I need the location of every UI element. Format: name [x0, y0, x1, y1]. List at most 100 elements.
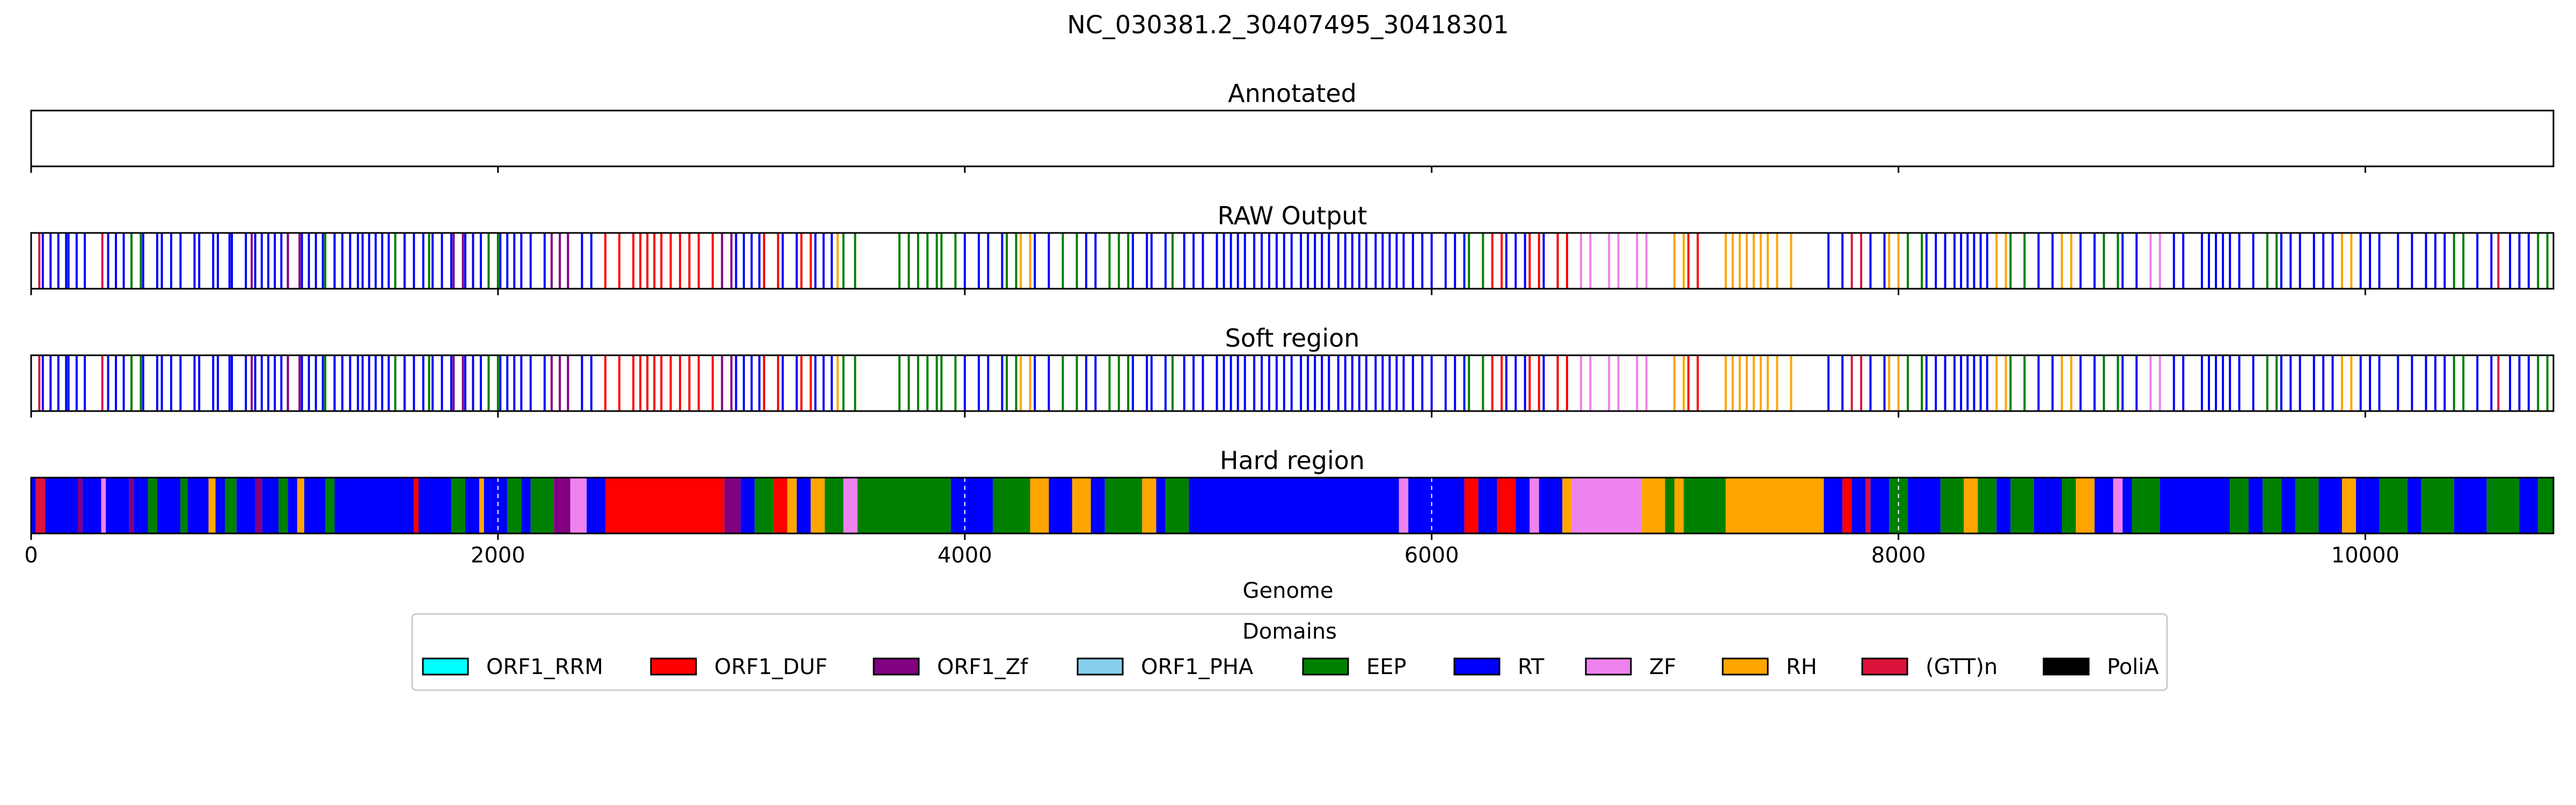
domain-block — [2519, 478, 2538, 533]
domain-block — [1571, 478, 1642, 533]
domain-block — [2538, 478, 2553, 533]
panel-frame — [30, 477, 2555, 535]
legend-label: ORF1_RRM — [486, 655, 603, 679]
domain-block — [2230, 478, 2249, 533]
x-tick-label: 10000 — [2331, 543, 2399, 568]
domain-block — [255, 478, 262, 533]
domain-block — [1865, 478, 1871, 533]
track-segments — [38, 233, 2549, 289]
domain-block — [35, 478, 46, 533]
domain-block — [1978, 478, 1997, 533]
legend-swatch — [650, 657, 697, 676]
domain-block — [2132, 478, 2160, 533]
domain-block — [101, 478, 106, 533]
domain-block — [843, 478, 858, 533]
domain-block — [325, 478, 335, 533]
domain-block — [507, 478, 522, 533]
chart-title: NC_030381.2_30407495_30418301 — [1067, 10, 1509, 39]
domain-block — [2486, 478, 2520, 533]
domain-block — [31, 478, 36, 533]
domain-block — [773, 478, 788, 533]
domain-block — [1104, 478, 1143, 533]
panel-title: RAW Output — [1218, 201, 1367, 230]
domain-block — [2123, 478, 2132, 533]
legend-item: ORF1_PHA — [1077, 655, 1254, 679]
domain-block — [1516, 478, 1530, 533]
domain-block — [810, 478, 825, 533]
domain-block — [1684, 478, 1726, 533]
panel-frame — [30, 109, 2555, 167]
legend-items: ORF1_RRM ORF1_DUF ORF1_Zf ORF1_PHA EEP RT ZF RH… — [422, 655, 2159, 679]
domain-block — [82, 478, 101, 533]
legend-swatch — [422, 657, 469, 676]
legend-label: PoliA — [2107, 655, 2159, 679]
domain-block — [2263, 478, 2281, 533]
domain-block — [414, 478, 419, 533]
domain-block — [1907, 478, 1941, 533]
domain-block — [1049, 478, 1072, 533]
domain-block — [2295, 478, 2319, 533]
domain-block — [419, 478, 451, 533]
domain-block — [1497, 478, 1516, 533]
domain-block — [2076, 478, 2095, 533]
domain-block — [1870, 478, 1890, 533]
domain-block — [787, 478, 797, 533]
panel-title: Hard region — [1220, 446, 1365, 475]
panel-frame — [30, 354, 2555, 412]
domain-block — [1030, 478, 1049, 533]
domain-block — [157, 478, 181, 533]
domain-block — [1529, 478, 1539, 533]
domain-block — [570, 478, 587, 533]
legend-label: ORF1_Zf — [937, 655, 1028, 679]
legend-swatch — [873, 657, 920, 676]
legend-item: ORF1_DUF — [650, 655, 828, 679]
x-tick-label: 0 — [24, 543, 38, 568]
x-tick-label: 8000 — [1871, 543, 1926, 568]
domain-block — [297, 478, 304, 533]
domain-block — [484, 478, 508, 533]
domain-block — [45, 478, 78, 533]
legend-label: RH — [1786, 655, 1817, 679]
x-axis-label: Genome — [1242, 579, 1333, 603]
domain-block — [129, 478, 134, 533]
domain-block — [134, 478, 148, 533]
domain-block — [225, 478, 237, 533]
domain-block — [288, 478, 297, 533]
domain-block — [1674, 478, 1684, 533]
domain-block — [236, 478, 255, 533]
domain-block — [1562, 478, 1572, 533]
domain-block — [148, 478, 157, 533]
domain-block — [2062, 478, 2076, 533]
domain-block — [2454, 478, 2487, 533]
domain-block — [1142, 478, 1157, 533]
domain-block — [2033, 478, 2062, 533]
domain-block — [755, 478, 774, 533]
domain-block — [741, 478, 755, 533]
panel-title: Annotated — [1228, 79, 1357, 108]
legend-item: ZF — [1585, 655, 1676, 679]
domain-block — [180, 478, 188, 533]
domain-block — [1665, 478, 1675, 533]
legend-label: (GTT)n — [1926, 655, 1997, 679]
track-panel: Hard region 0 2000 4000 6000 8000 10000 — [24, 446, 2555, 568]
domain-block — [1072, 478, 1091, 533]
panel-title: Soft region — [1225, 324, 1360, 353]
domain-block — [2421, 478, 2454, 533]
domain-block — [1464, 478, 1479, 533]
track-panels: Annotated RAW Output Soft region Hard regio… — [24, 79, 2555, 568]
domain-block — [304, 478, 326, 533]
domain-block — [1399, 478, 1409, 533]
domain-block — [950, 478, 993, 533]
legend-item: RH — [1722, 655, 1817, 679]
legend-item: ORF1_RRM — [422, 655, 603, 679]
legend-item: EEP — [1302, 655, 1407, 679]
domain-block — [992, 478, 1030, 533]
legend-label: ORF1_PHA — [1141, 655, 1254, 679]
domain-block — [1964, 478, 1978, 533]
domain-block — [334, 478, 414, 533]
domain-block — [187, 478, 209, 533]
domain-block — [587, 478, 605, 533]
domain-block — [2113, 478, 2123, 533]
domain-block — [451, 478, 465, 533]
